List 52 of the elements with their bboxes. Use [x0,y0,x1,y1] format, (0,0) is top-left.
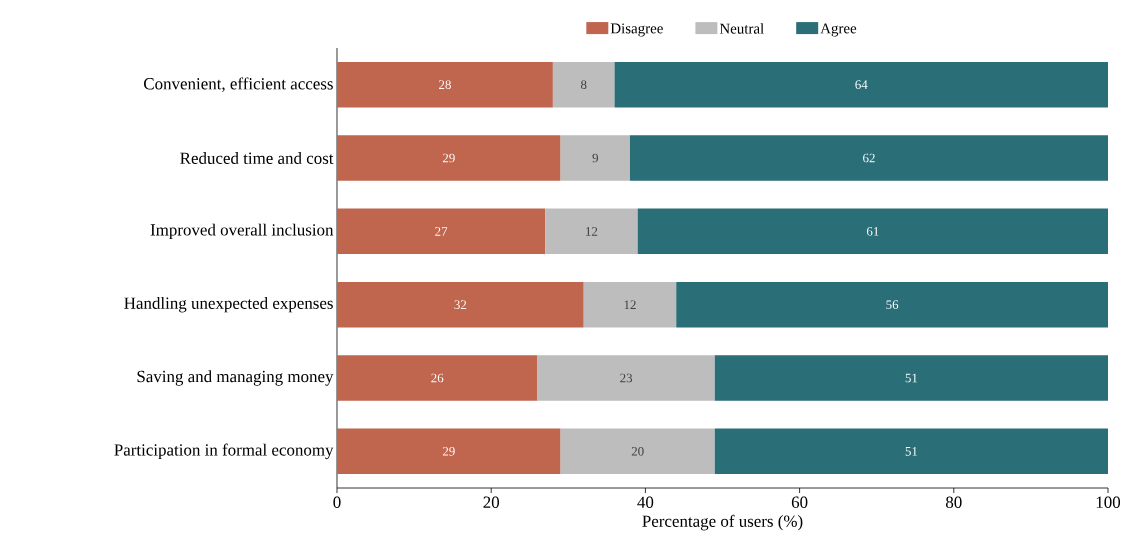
data-label: 29 [442,446,455,456]
data-label: 12 [624,300,636,309]
data-label: 8 [580,80,587,90]
legend-label: Disagree [610,23,663,37]
x-tick-label: 100 [1096,496,1121,508]
data-label: 61 [866,226,879,236]
data-label: 51 [905,447,918,456]
data-label: 27 [435,227,448,236]
bar [537,355,715,401]
bar [337,428,561,475]
data-label: 12 [586,227,598,236]
bar [337,61,553,108]
data-label: 32 [454,300,467,310]
data-label: 20 [631,446,644,456]
data-label: 23 [620,373,633,383]
bar [337,135,561,181]
bar [676,281,1109,328]
y-tick-label: Saving and managing money [137,370,334,386]
x-tick-label: 20 [483,496,500,508]
y-tick-label: Handling unexpected expenses [124,296,333,313]
y-tick-label: Improved overall inclusion [150,223,334,240]
bar [714,355,1109,401]
bar [337,355,538,401]
bar [629,135,1109,181]
data-label: 26 [431,373,444,383]
bar [337,281,584,328]
bar [545,208,638,255]
x-tick-label: 80 [945,496,962,508]
data-label: 29 [442,153,455,163]
legend-label: Agree [820,23,857,37]
bar [560,428,715,475]
legend-label: Neutral [719,23,764,34]
bar [337,208,546,255]
data-label: 62 [863,153,875,163]
bar [552,61,615,108]
bar [637,208,1109,255]
y-tick-label: Participation in formal economy [114,443,334,460]
bar [560,135,630,181]
data-label: 51 [905,373,918,383]
data-label: 56 [886,300,899,310]
bar [714,428,1109,475]
x-axis-title: Percentage of users (%) [642,514,803,531]
y-tick-label: Reduced time and cost [180,152,334,164]
bar [614,61,1109,108]
data-label: 9 [592,153,598,163]
data-label: 64 [855,80,868,90]
x-tick-label: 40 [637,496,654,508]
data-label: 28 [439,80,451,90]
bar [583,281,677,328]
x-tick-label: 0 [333,496,341,508]
y-tick-label: Convenient, efficient access [144,77,333,92]
x-tick-label: 60 [791,496,808,508]
